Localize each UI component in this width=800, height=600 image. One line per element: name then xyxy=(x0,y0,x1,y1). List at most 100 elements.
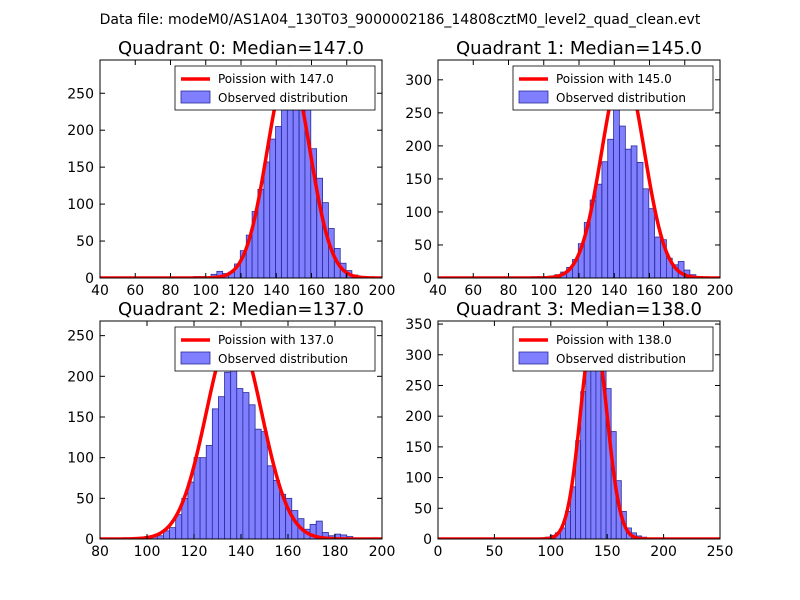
y-tick-label-0-1: 50 xyxy=(76,234,94,250)
histogram-bar-0-12 xyxy=(263,161,271,278)
histogram-bar-2-13 xyxy=(211,408,219,539)
y-tick-label-1-0: 0 xyxy=(423,271,432,287)
y-tick-label-0-3: 150 xyxy=(67,160,94,176)
legend-label-observed-0: Observed distribution xyxy=(218,91,348,105)
x-tick-label-0-7: 180 xyxy=(333,283,360,299)
y-tick-label-0-5: 250 xyxy=(67,86,94,102)
y-tick-label-3-7: 350 xyxy=(405,317,432,333)
panel-title-2: Quadrant 2: Median=137.0 xyxy=(118,299,364,320)
poisson-curve-0 xyxy=(100,65,382,278)
histogram-bar-2-14 xyxy=(218,396,225,539)
x-tick-label-0-6: 160 xyxy=(298,283,325,299)
y-tick-label-3-3: 150 xyxy=(405,440,432,456)
y-tick-label-3-6: 300 xyxy=(405,348,432,364)
histogram-bar-2-18 xyxy=(242,392,250,539)
x-tick-label-2-6: 200 xyxy=(369,544,396,560)
x-tick-label-3-1: 50 xyxy=(485,544,503,560)
histogram-bar-2-10 xyxy=(193,457,201,539)
y-tick-label-3-4: 200 xyxy=(405,409,432,425)
y-tick-label-1-3: 150 xyxy=(405,172,432,188)
y-tick-label-3-5: 250 xyxy=(405,378,432,394)
histogram-bar-1-15 xyxy=(624,148,632,278)
figure-suptitle: Data file: modeM0/AS1A04_130T03_90000021… xyxy=(100,12,701,28)
panel-2: 80 100 120 140 160 180 200 0 50 100 150 200 250 Quadr… xyxy=(67,299,395,560)
histogram-bar-1-13 xyxy=(613,102,620,278)
y-tick-label-2-0: 0 xyxy=(85,532,94,548)
x-tick-label-2-0: 80 xyxy=(91,544,109,560)
x-tick-label-0-2: 80 xyxy=(162,283,180,299)
panel-title-1: Quadrant 1: Median=145.0 xyxy=(456,38,702,59)
legend-label-observed-1: Observed distribution xyxy=(556,91,686,105)
legend-label-poisson-2: Poission with 137.0 xyxy=(218,333,334,347)
x-tick-label-2-1: 100 xyxy=(134,544,161,560)
histogram-bar-1-16 xyxy=(630,145,638,278)
histogram-bar-1-17 xyxy=(636,161,644,278)
x-tick-label-3-5: 250 xyxy=(707,544,734,560)
histogram-bar-2-15 xyxy=(224,371,232,539)
histogram-bar-2-20 xyxy=(254,428,262,539)
x-tick-label-2-4: 160 xyxy=(275,544,302,560)
x-tick-label-1-4: 120 xyxy=(566,283,593,299)
histogram-bar-3-9 xyxy=(590,345,597,539)
y-tick-label-2-1: 50 xyxy=(76,491,94,507)
legend-label-poisson-0: Poission with 147.0 xyxy=(218,72,334,86)
plot-area-3 xyxy=(438,329,720,539)
y-tick-label-2-5: 250 xyxy=(67,329,94,345)
legend-1: Poission with 145.0 Observed distribution xyxy=(512,65,714,111)
x-tick-label-1-5: 140 xyxy=(601,283,628,299)
x-tick-label-1-2: 80 xyxy=(500,283,518,299)
y-tick-label-0-2: 100 xyxy=(67,197,94,213)
histogram-bar-2-16 xyxy=(230,363,238,539)
x-tick-label-1-0: 40 xyxy=(429,283,447,299)
x-tick-label-3-3: 150 xyxy=(594,544,621,560)
axes-frame-3 xyxy=(437,320,721,540)
legend-bar-swatch-3 xyxy=(518,351,549,365)
histogram-bar-1-10 xyxy=(595,183,603,278)
y-tick-label-2-4: 200 xyxy=(67,369,94,385)
histogram-bar-1-18 xyxy=(642,188,650,278)
panel-0: 40 60 80 100 120 140 160 180 200 0 50 100 150 200 250 Q… xyxy=(67,38,395,299)
y-tick-label-3-0: 0 xyxy=(423,532,432,548)
x-tick-label-1-7: 180 xyxy=(671,283,698,299)
legend-bar-swatch-1 xyxy=(518,90,549,104)
histogram-bar-2-17 xyxy=(236,388,244,539)
panel-title-0: Quadrant 0: Median=147.0 xyxy=(118,38,364,59)
y-tick-label-0-0: 0 xyxy=(85,271,94,287)
legend-label-poisson-1: Poission with 145.0 xyxy=(556,72,672,86)
y-tick-label-2-2: 100 xyxy=(67,451,94,467)
y-tick-label-1-5: 250 xyxy=(405,106,432,122)
legend-label-observed-3: Observed distribution xyxy=(556,352,686,366)
panel-3: 0 50 100 150 200 250 0 50 100 150 200 250 300 350 Quad… xyxy=(405,299,733,560)
legend-bar-swatch-0 xyxy=(180,90,211,104)
histogram-bar-0-14 xyxy=(275,126,282,278)
histogram-bar-2-23 xyxy=(273,480,280,539)
histogram-bar-1-20 xyxy=(654,236,662,278)
histogram-bar-2-19 xyxy=(248,404,256,539)
y-tick-label-0-4: 200 xyxy=(67,123,94,139)
legend-2: Poission with 137.0 Observed distribution xyxy=(174,326,376,372)
panel-1: 40 60 80 100 120 140 160 180 200 0 50 100 150 200 250 3… xyxy=(405,38,733,299)
histogram-bar-0-13 xyxy=(269,138,276,278)
legend-label-poisson-3: Poission with 138.0 xyxy=(556,333,672,347)
histogram-bar-1-14 xyxy=(619,125,626,278)
poisson-curve-3 xyxy=(438,329,720,539)
histogram-bar-1-11 xyxy=(601,161,609,278)
x-tick-label-0-1: 60 xyxy=(126,283,144,299)
x-tick-label-3-4: 200 xyxy=(650,544,677,560)
x-tick-label-3-0: 0 xyxy=(434,544,443,560)
legend-bar-swatch-2 xyxy=(180,351,211,365)
legend-label-observed-2: Observed distribution xyxy=(218,352,348,366)
x-tick-label-0-4: 120 xyxy=(228,283,255,299)
plot-area-1 xyxy=(438,66,720,278)
legend-3: Poission with 138.0 Observed distribution xyxy=(512,326,714,372)
histogram-bar-2-9 xyxy=(187,481,195,539)
x-tick-label-1-3: 100 xyxy=(530,283,557,299)
x-tick-label-0-0: 40 xyxy=(91,283,109,299)
x-tick-label-1-1: 60 xyxy=(464,283,482,299)
histogram-bar-1-12 xyxy=(607,138,614,278)
x-tick-label-0-5: 140 xyxy=(263,283,290,299)
histogram-bar-2-6 xyxy=(169,527,177,539)
plot-area-0 xyxy=(100,65,382,278)
x-tick-label-2-5: 180 xyxy=(322,544,349,560)
